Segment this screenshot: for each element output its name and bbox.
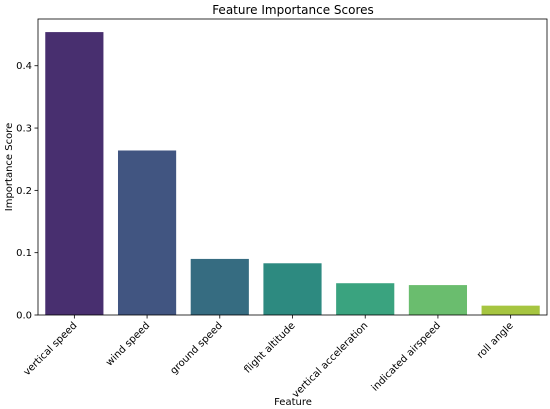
x-axis-title: Feature	[274, 397, 312, 408]
y-axis-title: Importance Score	[4, 123, 15, 212]
bar-ground-speed	[190, 258, 249, 315]
y-tick-label: 0.3	[16, 124, 32, 135]
bar-flight-altitude	[263, 263, 322, 315]
y-tick-label: 0.2	[16, 186, 32, 197]
bar-indicated-airspeed	[408, 285, 468, 315]
bar-vertical-speed	[45, 32, 104, 316]
plot-area: 0.0 0.1 0.2 0.3 0.4 vertical speed wind speed g…	[16, 18, 548, 400]
chart-title: Feature Importance Scores	[212, 3, 374, 17]
y-tick-label: 0.0	[16, 311, 32, 322]
x-tick-label-wind-speed: wind speed	[104, 320, 152, 368]
bar-vertical-acceleration	[336, 283, 395, 315]
x-tick-label-ground-speed: ground speed	[168, 320, 224, 376]
x-tick-label-roll-angle: roll angle	[475, 320, 516, 361]
bar-roll-angle	[481, 305, 540, 315]
x-tick-label-flight-altitude: flight altitude	[242, 320, 297, 375]
y-tick-label: 0.4	[16, 61, 32, 72]
x-tick-label-vertical-acceleration: vertical acceleration	[290, 320, 370, 400]
bar-wind-speed	[117, 150, 177, 315]
x-tick-label-indicated-airspeed: indicated airspeed	[370, 320, 443, 393]
y-tick-label: 0.1	[16, 248, 32, 259]
x-tick-label-vertical-speed: vertical speed	[22, 320, 80, 378]
